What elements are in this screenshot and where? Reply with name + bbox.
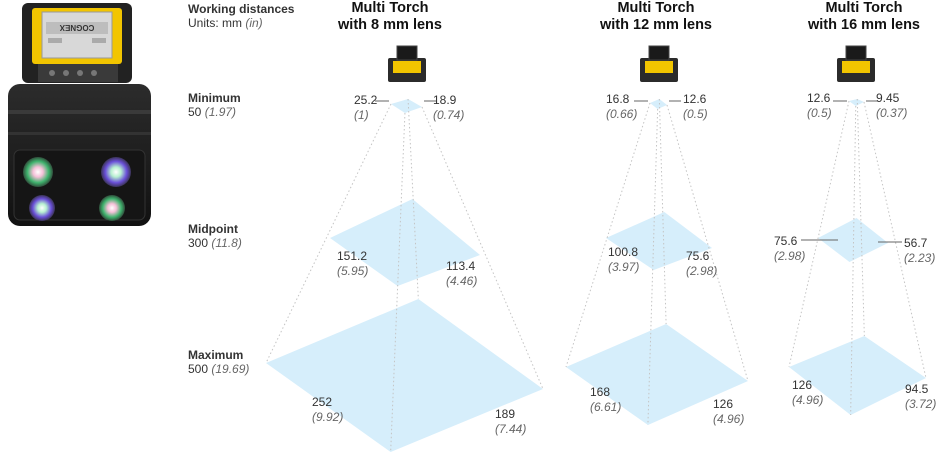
lens-12mm-header: Multi Torch with 12 mm lens — [599, 0, 712, 33]
row-label-minimum: Minimum — [188, 91, 241, 105]
row-distance-minimum: 50 (1.97) — [188, 105, 237, 119]
guide-line-12mm-t — [658, 98, 667, 325]
lens-12mm-max-left: 168 (6.61) — [590, 385, 622, 414]
row-distance-midpoint: 300 (11.8) — [188, 236, 242, 250]
lens-8mm-mid-right: 113.4 (4.46) — [446, 259, 478, 288]
lens-12mm-min-right: 12.6 (0.5) — [683, 92, 708, 121]
fov-12mm-min — [650, 99, 667, 109]
brand-logo: COGNEX — [59, 23, 94, 32]
fov-8mm-mid — [330, 199, 480, 286]
guide-line-16mm-t — [856, 98, 865, 337]
row-label-midpoint: Midpoint — [188, 222, 238, 236]
fov-12mm-mid — [606, 212, 712, 270]
sensor-band-16mm — [842, 61, 870, 73]
fov-16mm-mid — [818, 218, 888, 262]
sensor-cap-16mm — [845, 45, 867, 61]
lens-16mm-mid-right: 56.7 (2.23) — [904, 236, 936, 265]
lens-16mm-max-left: 126 (4.96) — [792, 378, 824, 407]
sensor-cap-12mm — [648, 45, 670, 61]
units-note: Units: mm (in) — [188, 16, 263, 30]
sensor-cap-8mm — [396, 45, 418, 61]
row-distance-maximum: 500 (19.69) — [188, 362, 250, 376]
fov-12mm-max — [566, 324, 748, 425]
guide-line-8mm-b — [390, 112, 406, 453]
fov-16mm-min — [849, 99, 864, 106]
lens-12mm-min-left: 16.8 (0.66) — [606, 92, 638, 121]
lens-16mm-min-right: 9.45 (0.37) — [876, 91, 908, 120]
legend-title: Working distances — [188, 2, 295, 16]
device-photo: COGNEX — [8, 3, 151, 226]
guide-line-8mm-r — [421, 106, 544, 390]
sensor-band-12mm — [645, 61, 673, 73]
guide-line-12mm-b — [647, 108, 659, 426]
lens-16mm-mid-left: 75.6 (2.98) — [774, 234, 806, 263]
lens-16mm-min-left: 12.6 (0.5) — [807, 91, 832, 120]
lens-8mm-min-right: 18.9 (0.74) — [433, 93, 465, 122]
fov-16mm-max — [789, 336, 926, 415]
lens-8mm-header: Multi Torch with 8 mm lens — [338, 0, 442, 33]
fov-8mm-min — [391, 99, 422, 113]
guide-line-16mm-l — [788, 100, 850, 368]
lens-8mm-min-left: 25.2 (1) — [354, 93, 378, 122]
lens-16mm-max-right: 94.5 (3.72) — [905, 382, 937, 411]
fov-8mm-max — [266, 299, 543, 452]
lens-8mm-max-right: 189 (7.44) — [495, 407, 527, 436]
lens-16mm-header: Multi Torch with 16 mm lens — [807, 0, 920, 33]
guide-line-16mm-r — [863, 101, 927, 379]
lens-12mm-mid-left: 100.8 (3.97) — [608, 245, 640, 274]
lens-8mm-mid-left: 151.2 (5.95) — [337, 249, 369, 278]
sensor-band-8mm — [393, 61, 421, 73]
row-label-maximum: Maximum — [188, 348, 244, 362]
lens-8mm-max-left: 252 (9.92) — [312, 395, 344, 424]
guide-line-8mm-t — [407, 98, 419, 300]
lens-12mm-mid-right: 75.6 (2.98) — [686, 249, 718, 278]
lens-12mm-max-right: 126 (4.96) — [713, 397, 745, 426]
